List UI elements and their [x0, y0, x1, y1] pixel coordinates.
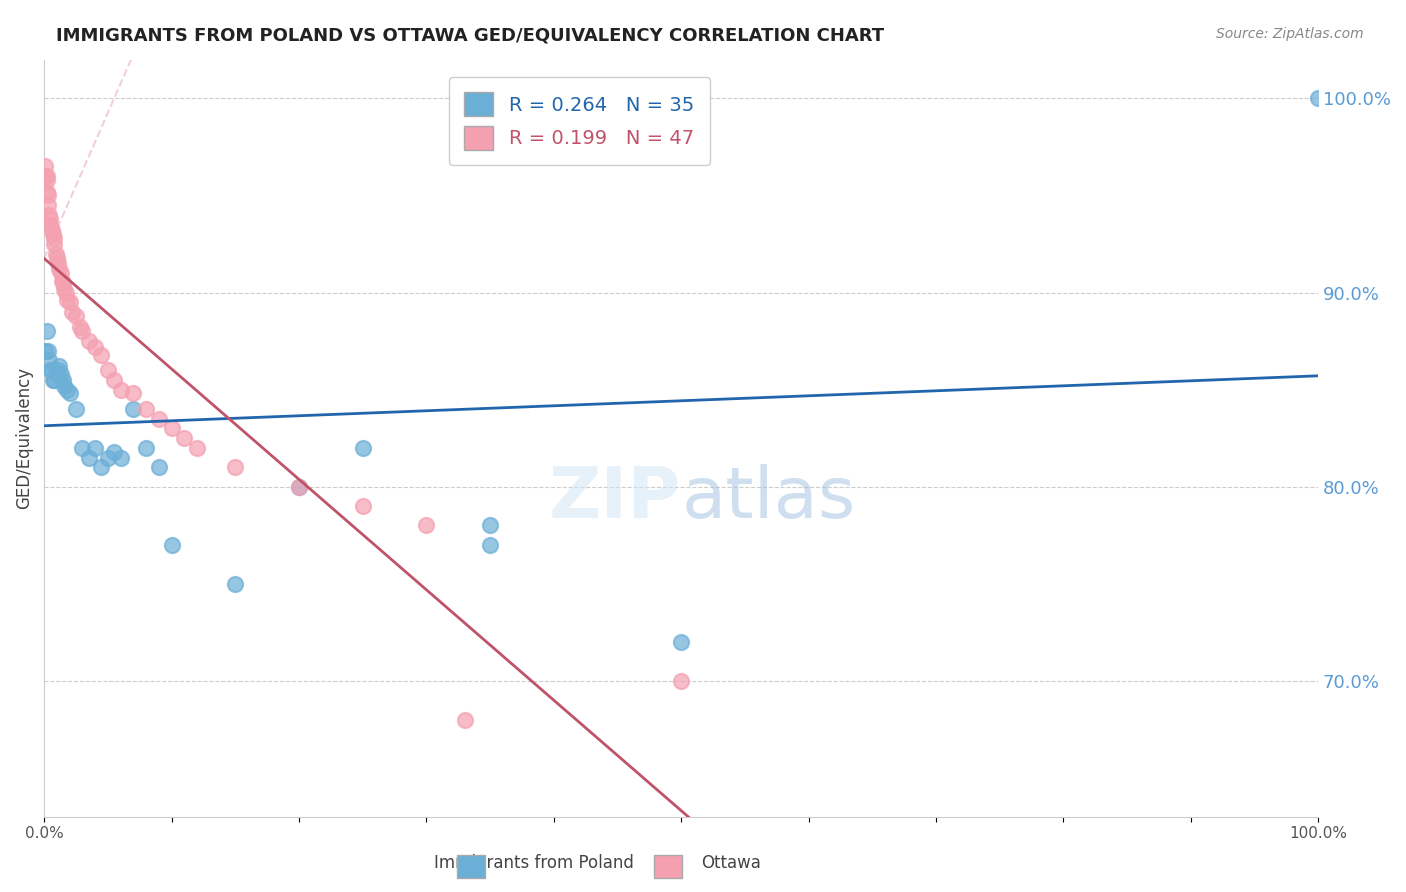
Point [84, 441, 107, 455]
Point [135, 441, 157, 455]
Legend: R = 0.264   N = 35, R = 0.199   N = 47: R = 0.264 N = 35, R = 0.199 N = 47 [449, 77, 710, 165]
Point [41, 223, 63, 237]
Point [122, 402, 145, 417]
Point [45, 367, 67, 381]
Point [160, 538, 183, 552]
Text: IMMIGRANTS FROM POLAND VS OTTAWA GED/EQUIVALENCY CORRELATION CHART: IMMIGRANTS FROM POLAND VS OTTAWA GED/EQU… [56, 27, 884, 45]
Point [42, 227, 65, 242]
Point [415, 518, 437, 533]
Point [45, 246, 67, 260]
Point [35, 169, 58, 183]
Text: Ottawa: Ottawa [702, 855, 761, 872]
Point [35, 173, 58, 187]
Point [479, 518, 502, 533]
Point [72, 441, 94, 455]
Point [288, 480, 311, 494]
Point [52, 276, 75, 290]
Point [352, 441, 374, 455]
Point [45, 251, 67, 265]
Point [186, 441, 208, 455]
Point [46, 363, 69, 377]
Point [55, 285, 77, 300]
Point [173, 431, 195, 445]
Point [53, 378, 76, 392]
Point [72, 324, 94, 338]
Point [34, 343, 56, 358]
Point [34, 169, 56, 183]
Point [65, 402, 87, 417]
Point [37, 343, 59, 358]
Point [49, 266, 72, 280]
Point [669, 673, 692, 688]
Point [135, 402, 157, 417]
Point [60, 305, 83, 319]
Point [38, 353, 60, 368]
Point [110, 450, 132, 465]
Point [56, 293, 79, 308]
Text: Immigrants from Poland: Immigrants from Poland [434, 855, 634, 872]
Point [37, 188, 59, 202]
Point [37, 198, 59, 212]
Point [224, 576, 246, 591]
Point [34, 159, 56, 173]
Point [479, 538, 502, 552]
Text: atlas: atlas [681, 464, 855, 533]
Point [58, 386, 80, 401]
Point [41, 363, 63, 377]
Point [77, 334, 100, 348]
Point [65, 309, 87, 323]
Point [110, 383, 132, 397]
Point [103, 373, 125, 387]
Point [97, 450, 120, 465]
Point [53, 282, 76, 296]
Point [148, 411, 170, 425]
Point [39, 211, 62, 226]
Point [35, 324, 58, 338]
Point [77, 450, 100, 465]
Point [48, 359, 70, 374]
Point [97, 363, 120, 377]
Point [39, 218, 62, 232]
Point [453, 713, 475, 727]
Point [52, 373, 75, 387]
Point [58, 295, 80, 310]
Point [38, 208, 60, 222]
Point [39, 363, 62, 377]
Point [51, 274, 73, 288]
Text: Source: ZipAtlas.com: Source: ZipAtlas.com [1216, 27, 1364, 41]
Point [49, 367, 72, 381]
Point [46, 256, 69, 270]
Point [148, 460, 170, 475]
Point [44, 373, 66, 387]
Point [90, 348, 112, 362]
Point [352, 499, 374, 513]
Point [1308, 91, 1330, 105]
Point [44, 231, 66, 245]
Point [160, 421, 183, 435]
Y-axis label: GED/Equivalency: GED/Equivalency [15, 367, 32, 509]
Point [35, 185, 58, 199]
Point [44, 237, 66, 252]
Point [122, 386, 145, 401]
Point [56, 383, 79, 397]
Point [669, 635, 692, 649]
Point [48, 262, 70, 277]
Point [84, 340, 107, 354]
Text: ZIP: ZIP [548, 464, 681, 533]
Point [90, 460, 112, 475]
Point [224, 460, 246, 475]
Point [103, 444, 125, 458]
Point [288, 480, 311, 494]
Point [69, 320, 91, 334]
Point [42, 373, 65, 387]
